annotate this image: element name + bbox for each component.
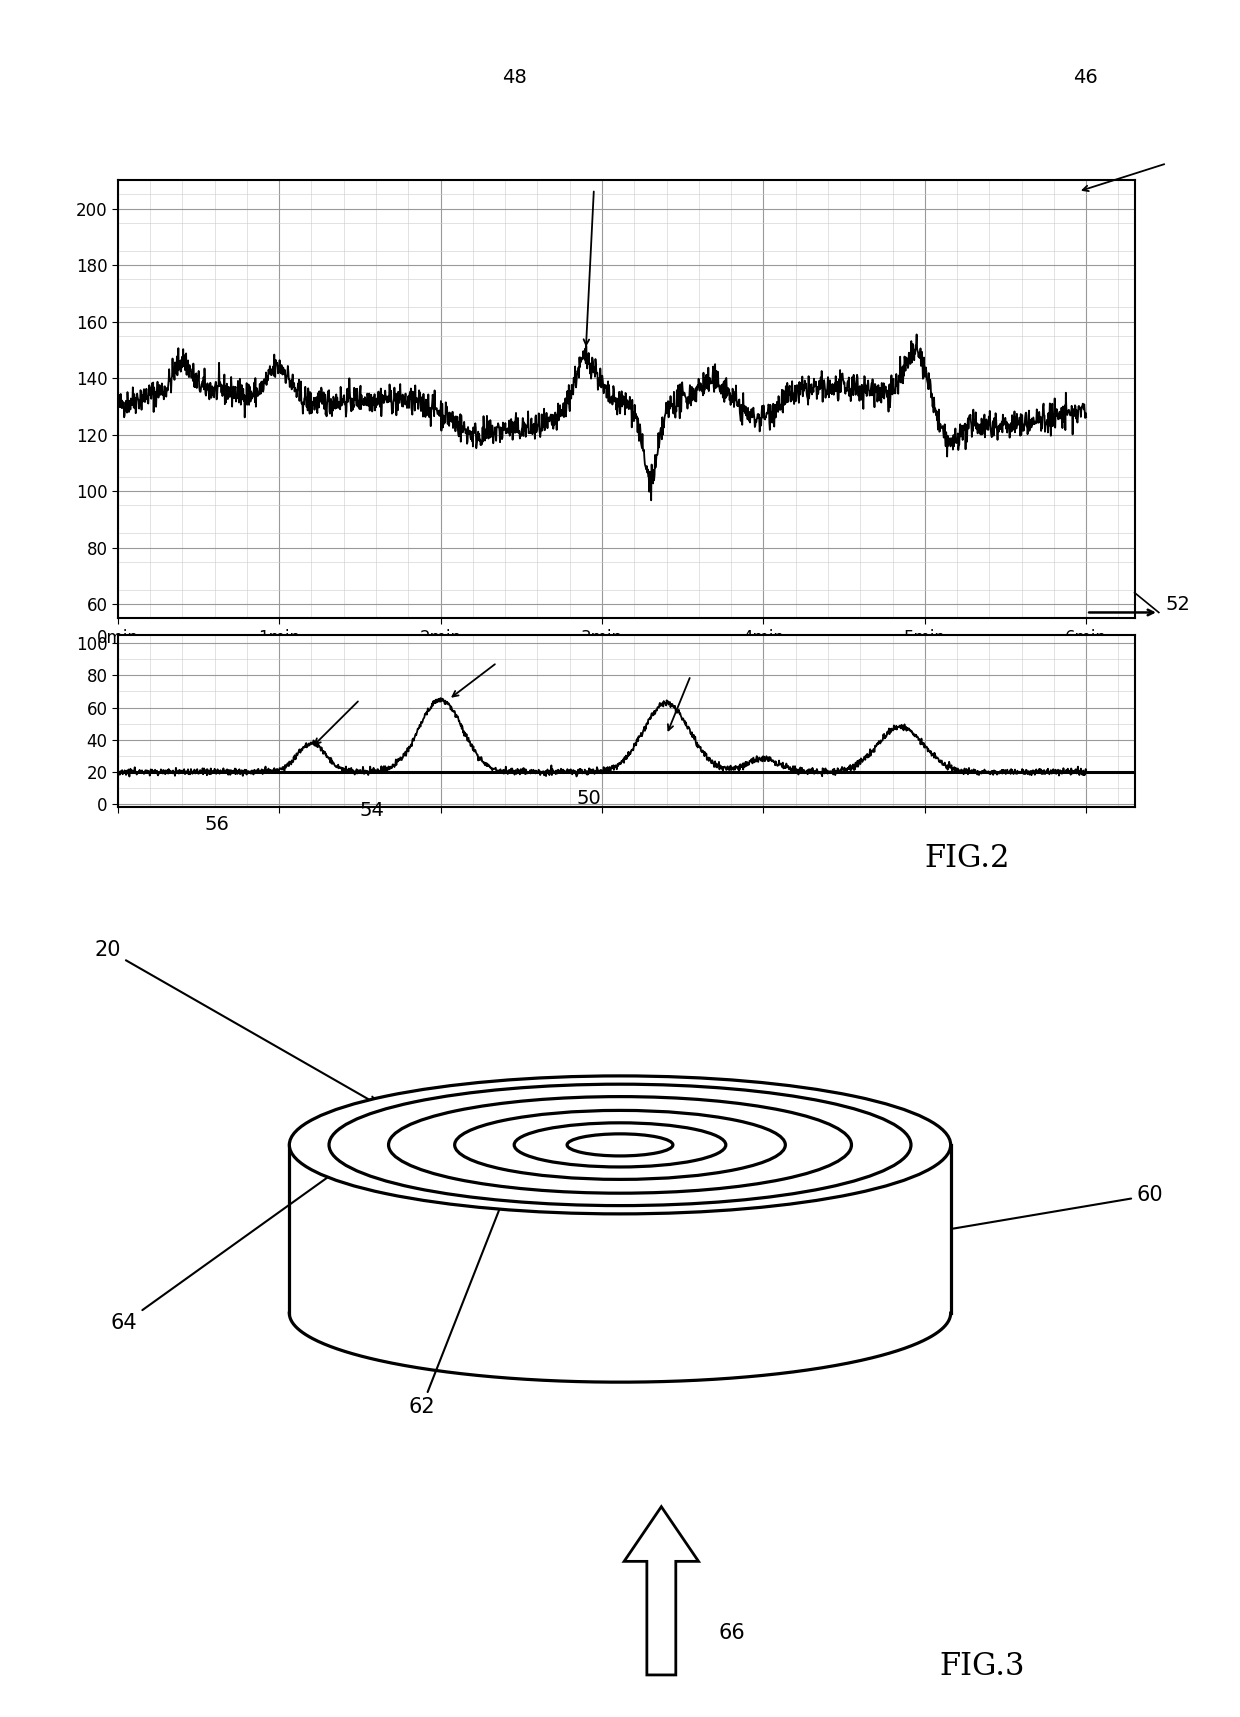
Text: FIG.2: FIG.2 bbox=[925, 843, 1009, 874]
Text: 48: 48 bbox=[502, 67, 527, 88]
Text: 62: 62 bbox=[408, 1144, 526, 1418]
Text: 56: 56 bbox=[205, 814, 229, 834]
Text: 52: 52 bbox=[1166, 594, 1190, 615]
Text: 46: 46 bbox=[1073, 67, 1097, 88]
Text: FIG.3: FIG.3 bbox=[939, 1652, 1024, 1683]
Text: 60: 60 bbox=[954, 1185, 1163, 1229]
Text: 50: 50 bbox=[577, 788, 601, 809]
Ellipse shape bbox=[289, 1077, 951, 1214]
Text: 20: 20 bbox=[94, 939, 377, 1104]
Polygon shape bbox=[289, 1145, 951, 1314]
Text: 66: 66 bbox=[718, 1623, 745, 1643]
Text: 64: 64 bbox=[110, 1166, 345, 1334]
FancyArrow shape bbox=[624, 1508, 698, 1676]
Text: 54: 54 bbox=[360, 800, 384, 821]
